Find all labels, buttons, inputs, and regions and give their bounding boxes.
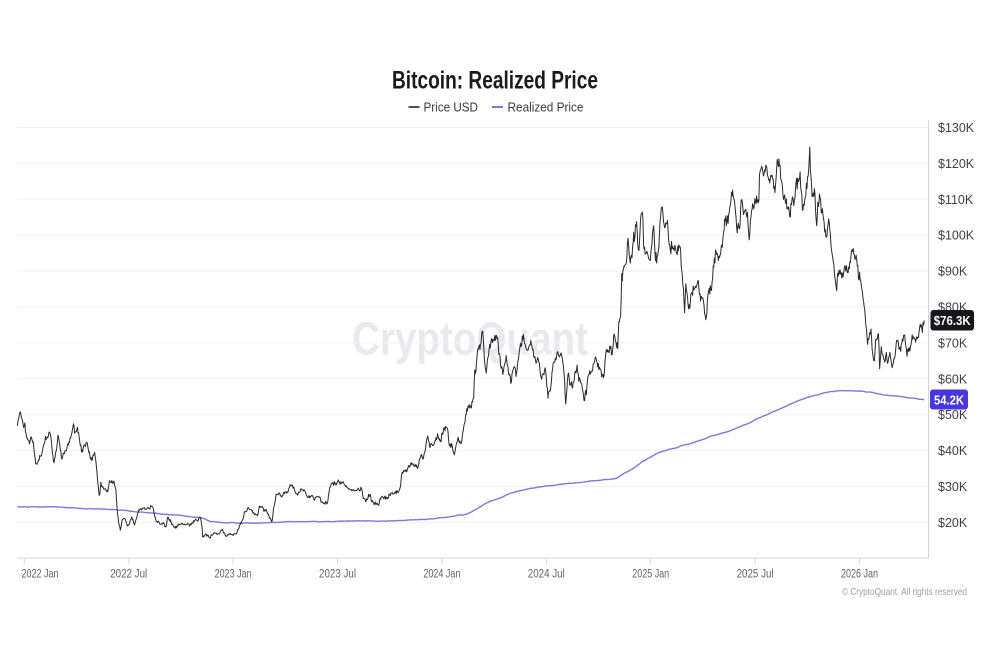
svg-text:2025 Jan: 2025 Jan — [632, 569, 669, 581]
svg-text:$30K: $30K — [938, 480, 968, 494]
svg-text:$90K: $90K — [938, 265, 968, 279]
svg-text:$130K: $130K — [938, 121, 975, 135]
svg-text:2025 Jul: 2025 Jul — [737, 569, 774, 581]
svg-text:2022 Jan: 2022 Jan — [22, 569, 59, 581]
svg-text:2022 Jul: 2022 Jul — [110, 569, 147, 581]
svg-text:2023 Jan: 2023 Jan — [215, 569, 252, 581]
svg-text:$110K: $110K — [938, 193, 974, 207]
svg-text:Price USD: Price USD — [424, 100, 479, 115]
svg-text:$76.3K: $76.3K — [934, 314, 971, 328]
svg-text:Realized Price: Realized Price — [508, 100, 584, 115]
svg-text:2024 Jul: 2024 Jul — [528, 569, 565, 581]
svg-text:$20K: $20K — [938, 516, 968, 530]
svg-text:$60K: $60K — [938, 372, 968, 386]
svg-text:2026 Jan: 2026 Jan — [841, 569, 878, 581]
svg-text:CryptoQuant: CryptoQuant — [352, 313, 588, 365]
svg-text:© CryptoQuant. All rights rese: © CryptoQuant. All rights reserved — [842, 586, 967, 598]
svg-text:2023 Jul: 2023 Jul — [319, 569, 356, 581]
svg-text:$50K: $50K — [938, 408, 968, 422]
svg-text:54.2K: 54.2K — [934, 393, 964, 407]
svg-text:2024 Jan: 2024 Jan — [423, 569, 460, 581]
svg-text:$100K: $100K — [938, 229, 975, 243]
svg-text:$40K: $40K — [938, 444, 968, 458]
svg-text:Bitcoin: Realized Price: Bitcoin: Realized Price — [392, 67, 598, 95]
svg-text:$120K: $120K — [938, 157, 975, 171]
svg-text:$70K: $70K — [938, 336, 968, 350]
